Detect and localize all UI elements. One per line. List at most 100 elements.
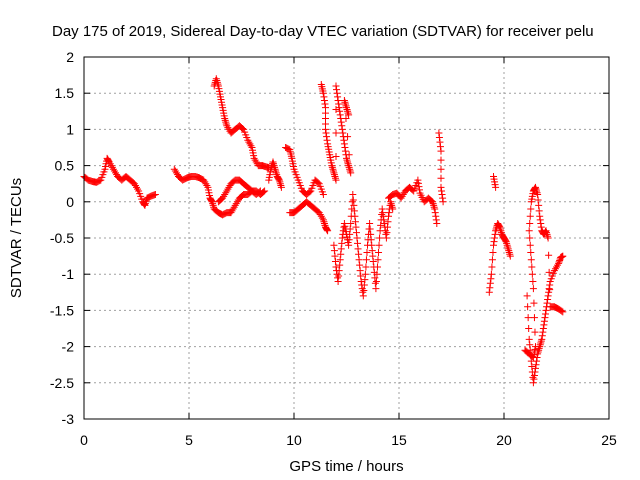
data-point [335, 97, 342, 104]
y-tick-labels: 21.510.50-0.5-1-1.5-2-2.5-3 [50, 49, 74, 427]
data-point [321, 101, 328, 108]
data-point [490, 242, 497, 249]
data-point [507, 253, 514, 260]
data-point [334, 93, 341, 100]
data-point [438, 184, 445, 191]
series-sat-n [522, 184, 567, 361]
data-point [504, 244, 511, 251]
data-point [333, 177, 340, 184]
data-point [350, 196, 357, 203]
data-point [385, 213, 392, 220]
x-tick-label: 5 [185, 432, 193, 448]
data-point [431, 206, 438, 213]
data-point [438, 175, 445, 182]
data-point [527, 242, 534, 249]
data-point [540, 321, 547, 328]
data-point [341, 140, 348, 147]
data-point [416, 186, 423, 193]
data-point [542, 311, 549, 318]
data-point [334, 274, 341, 281]
data-point [546, 269, 553, 276]
data-point [357, 267, 364, 274]
data-point [349, 198, 356, 205]
x-tick-label: 15 [391, 432, 407, 448]
data-point [356, 262, 363, 269]
data-point [330, 169, 337, 176]
data-point [332, 258, 339, 265]
series-sat-h [318, 81, 354, 184]
data-point [358, 278, 365, 285]
data-point [323, 130, 330, 137]
data-point [531, 314, 538, 321]
data-point [339, 130, 346, 137]
y-tick-label: -2 [62, 339, 75, 355]
data-point [367, 225, 374, 232]
series-sat-a [81, 155, 159, 209]
data-point [486, 284, 493, 291]
data-points [81, 75, 567, 386]
data-point [278, 184, 285, 191]
data-point [375, 249, 382, 256]
data-point [277, 182, 284, 189]
data-point [353, 229, 360, 236]
data-point [342, 148, 349, 155]
data-point [487, 275, 494, 282]
data-point [536, 207, 543, 214]
data-point [336, 262, 343, 269]
data-point [436, 134, 443, 141]
data-point [433, 220, 440, 227]
data-point [324, 137, 331, 144]
data-point [505, 247, 512, 254]
data-point [341, 99, 348, 106]
data-point [323, 133, 330, 140]
data-point [331, 247, 338, 254]
data-point [432, 209, 439, 216]
data-point [338, 122, 345, 129]
data-point [366, 220, 373, 227]
data-point [525, 314, 532, 321]
data-point [344, 106, 351, 113]
x-tick-label: 25 [601, 432, 617, 448]
data-point [537, 341, 544, 348]
data-point [382, 231, 389, 238]
series-sat-l [486, 173, 514, 296]
data-point [491, 238, 498, 245]
data-point [491, 235, 498, 242]
data-point [539, 329, 546, 336]
data-point [376, 242, 383, 249]
data-point [505, 245, 512, 252]
data-point [333, 153, 340, 160]
data-point [362, 271, 369, 278]
data-point [439, 191, 446, 198]
y-tick-label: 0 [66, 194, 74, 210]
data-point [352, 224, 359, 231]
data-point [527, 206, 534, 213]
data-point [332, 175, 339, 182]
data-point [354, 235, 361, 242]
data-point [506, 251, 513, 258]
data-point [339, 126, 346, 133]
data-point [528, 256, 535, 263]
data-point [356, 256, 363, 263]
x-tick-label: 20 [496, 432, 512, 448]
data-point [342, 101, 349, 108]
data-point [526, 341, 533, 348]
data-point [436, 139, 443, 146]
data-point [527, 213, 534, 220]
data-point [320, 93, 327, 100]
data-point [376, 235, 383, 242]
y-tick-label: -1 [62, 266, 75, 282]
data-point [432, 213, 439, 220]
data-point [372, 285, 379, 292]
series-sat-m [524, 253, 567, 387]
y-axis-label: SDTVAR / TECUs [8, 178, 25, 298]
data-point [492, 231, 499, 238]
data-point [344, 108, 351, 115]
data-point [373, 278, 380, 285]
data-point [531, 329, 538, 336]
data-point [438, 166, 445, 173]
data-point [437, 143, 444, 150]
data-point [379, 209, 386, 216]
data-point [333, 86, 340, 93]
data-point [539, 332, 546, 339]
